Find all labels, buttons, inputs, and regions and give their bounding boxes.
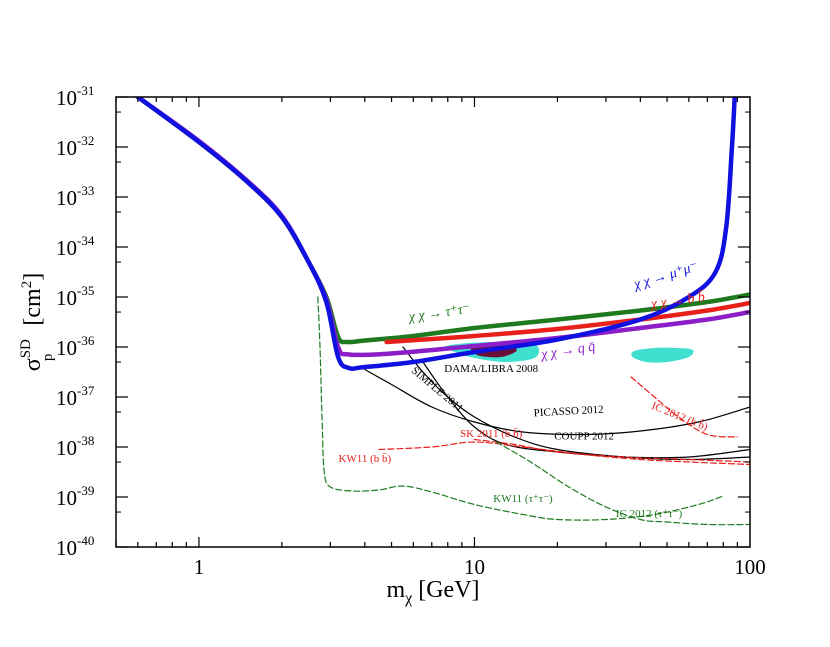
annotation-kw11-b-b: KW11 (b b̄) <box>338 453 391 465</box>
series-line-ic-2012-bb <box>630 376 738 438</box>
y-tick-label: 10-32 <box>56 133 94 160</box>
x-tick-label-10: 10 <box>464 555 485 579</box>
series-line-coupp-2012 <box>422 361 750 459</box>
annotation-dama-libra-2008: DAMA/LIBRA 2008 <box>444 363 538 375</box>
y-tick-label: 10-36 <box>56 333 95 360</box>
series-line-simple-2011 <box>402 346 750 461</box>
y-tick-label: 10-40 <box>56 533 94 560</box>
y-axis-title: σSD p[cm2] <box>18 273 56 371</box>
x-tick-label-1: 1 <box>194 555 205 579</box>
annotation-kw11: KW11 (τ⁺τ⁻) <box>493 493 553 505</box>
plot-frame <box>115 96 751 548</box>
x-axis-title: mχ [GeV] <box>386 577 479 607</box>
series-line- <box>135 97 737 371</box>
series-line-picasso-2012 <box>364 368 750 436</box>
annotation-b-b: χ χ → b b̄ <box>648 289 706 312</box>
annotation-: χ χ → μ⁺μ⁻ <box>631 259 700 293</box>
series-line-kw11-bb <box>473 438 750 463</box>
annotation-sk-2011-b-b: SK 2011 (b b̄) <box>460 428 523 440</box>
y-tick-label: 10-35 <box>56 283 94 310</box>
series-line-kw11 <box>317 296 724 521</box>
annotation-coupp-2012: COUPP 2012 <box>554 431 614 443</box>
y-tick-label: 10-34 <box>56 233 95 260</box>
series-line-bb <box>384 300 750 345</box>
y-tick-label: 10-33 <box>56 183 94 210</box>
y-tick-label: 10-38 <box>56 433 94 460</box>
y-tick-label: 10-31 <box>56 83 94 110</box>
x-tick-label-100: 100 <box>734 555 766 579</box>
annotation-ic-2012: IC 2012 (τ⁺τ⁻) <box>616 508 683 520</box>
y-tick-label: 10-37 <box>56 383 95 410</box>
annotation-: χ χ → τ⁺τ⁻ <box>406 302 471 326</box>
annotation-picasso-2012: PICASSO 2012 <box>533 404 604 420</box>
y-tick-label: 10-39 <box>56 483 94 510</box>
region-dama-libra-2008-3-high-mass <box>631 347 694 363</box>
series-line-sk-2011-bb <box>378 441 750 466</box>
series-line-ic-2012 <box>495 441 750 526</box>
